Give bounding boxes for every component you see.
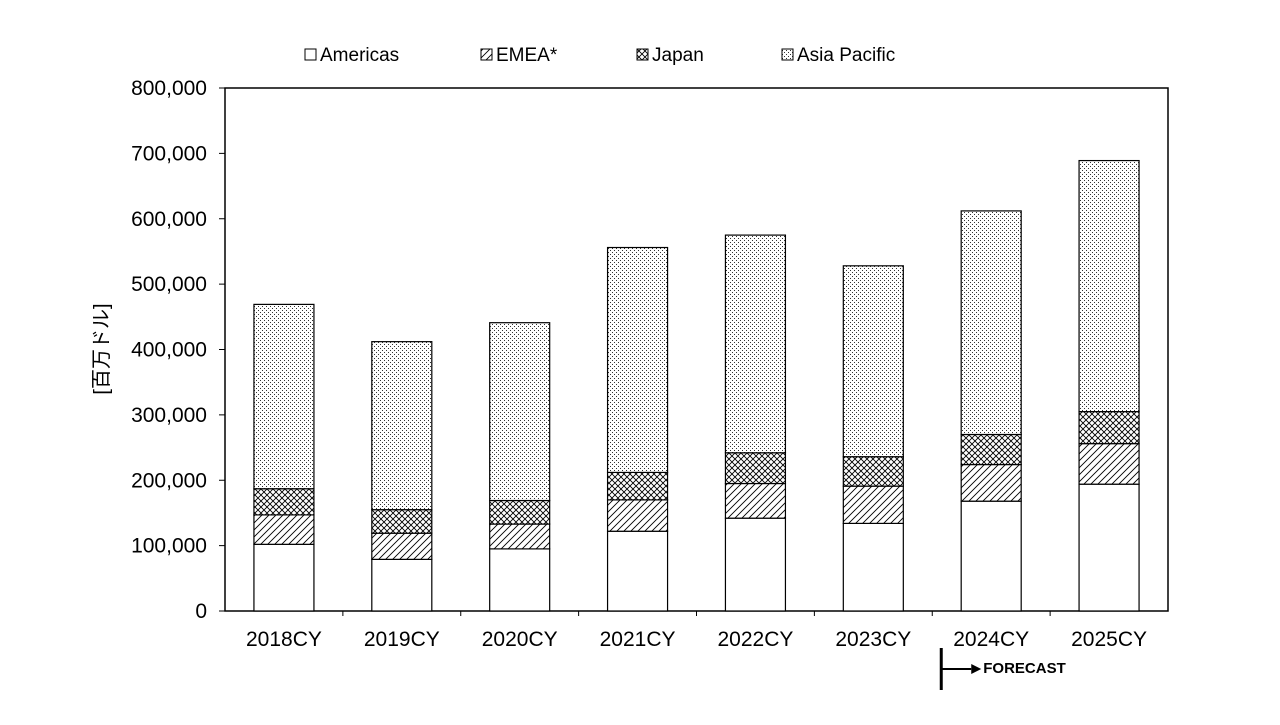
bar-segment bbox=[606, 530, 669, 612]
bar-segment bbox=[606, 499, 669, 532]
bar-segment bbox=[960, 433, 1022, 466]
x-tick-label: 2021CY bbox=[600, 628, 676, 651]
bar-segment bbox=[606, 471, 669, 501]
bar-segment bbox=[1078, 483, 1140, 612]
y-tick-label: 0 bbox=[195, 600, 207, 623]
bar-segment bbox=[842, 522, 904, 612]
legend: Americas EMEA* Japan Asia Pacific bbox=[304, 45, 895, 66]
bars bbox=[253, 159, 1140, 612]
plot-area-frame bbox=[224, 87, 1169, 612]
legend-swatch bbox=[480, 48, 493, 61]
legend-swatch bbox=[781, 48, 794, 61]
bar-segment bbox=[371, 558, 433, 612]
legend-label: Americas bbox=[320, 45, 399, 66]
bar-segment bbox=[960, 210, 1022, 436]
legend-swatch bbox=[304, 48, 317, 61]
bar-segment bbox=[1078, 159, 1140, 413]
bar-segment bbox=[253, 514, 315, 545]
y-tick-label: 500,000 bbox=[131, 273, 207, 296]
bar-segment bbox=[371, 532, 433, 560]
bar-segment bbox=[489, 548, 551, 612]
y-axis-label: [百万ドル] bbox=[91, 303, 113, 394]
bar-segment bbox=[253, 543, 315, 612]
bar-segment bbox=[724, 517, 787, 612]
y-tick-label: 400,000 bbox=[131, 339, 207, 362]
y-tick-label: 300,000 bbox=[131, 404, 207, 427]
bar-segment bbox=[842, 265, 904, 458]
bar-segment bbox=[253, 303, 315, 490]
x-tick-label: 2018CY bbox=[246, 628, 322, 651]
bar-segment bbox=[489, 499, 551, 525]
forecast-annotation: FORECAST bbox=[939, 648, 1066, 690]
x-tick-label: 2024CY bbox=[953, 628, 1029, 651]
bar-segment bbox=[724, 234, 787, 454]
x-tick-label: 2019CY bbox=[364, 628, 440, 651]
bar-segment bbox=[724, 452, 787, 485]
bar-segment bbox=[960, 463, 1022, 502]
forecast-arrow-head bbox=[971, 664, 982, 674]
y-tick-label: 100,000 bbox=[131, 535, 207, 558]
legend-label: Japan bbox=[652, 45, 704, 66]
y-tick-label: 800,000 bbox=[131, 77, 207, 100]
bar-segment bbox=[1078, 443, 1140, 485]
bar-segment bbox=[842, 456, 904, 487]
legend-swatch bbox=[636, 48, 649, 61]
bar-segment bbox=[960, 500, 1022, 612]
forecast-label: FORECAST bbox=[983, 660, 1066, 677]
bar-segment bbox=[253, 488, 315, 516]
x-tick-label: 2023CY bbox=[835, 628, 911, 651]
bar-segment bbox=[1078, 411, 1140, 445]
bar-segment bbox=[371, 509, 433, 534]
x-tick-label: 2025CY bbox=[1071, 628, 1147, 651]
x-axis: 2018CY 2019CY 2020CY 2021CY 2022CY 2023CY 2024… bbox=[246, 611, 1147, 651]
x-tick-label: 2022CY bbox=[717, 628, 793, 651]
legend-label: Asia Pacific bbox=[797, 45, 895, 66]
bar-segment bbox=[489, 322, 551, 502]
bar-segment bbox=[842, 485, 904, 524]
y-axis: 0 100,000 200,000 300,000 400,000 500,000 600,… bbox=[131, 77, 225, 623]
legend-label: EMEA* bbox=[496, 45, 558, 66]
bar-segment bbox=[371, 341, 433, 511]
bar-segment bbox=[606, 246, 669, 474]
x-tick-label: 2020CY bbox=[482, 628, 558, 651]
y-tick-label: 200,000 bbox=[131, 469, 207, 492]
bar-segment bbox=[724, 482, 787, 519]
y-tick-label: 700,000 bbox=[131, 142, 207, 165]
bar-segment bbox=[489, 523, 551, 550]
y-tick-label: 600,000 bbox=[131, 208, 207, 231]
